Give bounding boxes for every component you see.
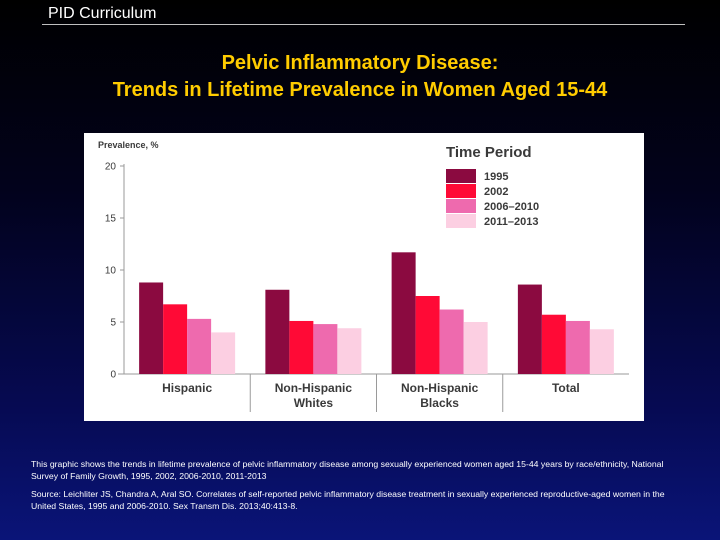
legend-label: 2011–2013 <box>484 216 538 228</box>
chart-panel: Prevalence, % 0 5 10 15 20 Hispanic Non-Hispani… <box>84 133 644 421</box>
legend-label: 2002 <box>484 186 508 198</box>
bar-4-1995 <box>517 284 542 374</box>
bar-4-2011–2013 <box>589 329 614 374</box>
legend-title: Time Period <box>446 144 532 161</box>
legend-swatch <box>446 169 476 183</box>
bar-1-2006–2010 <box>187 318 212 374</box>
bar-3-2006–2010 <box>439 309 464 374</box>
y-tick-label: 0 <box>110 370 116 381</box>
header-label: PID Curriculum <box>48 5 157 22</box>
legend-swatch <box>446 214 476 228</box>
bar-3-1995 <box>391 252 416 374</box>
y-tick-label: 15 <box>105 214 117 225</box>
x-category-label: Blacks <box>420 396 459 410</box>
legend-label: 1995 <box>484 171 508 183</box>
slide-title: Pelvic Inflammatory Disease: Trends in L… <box>0 50 720 104</box>
x-category-label: Total <box>552 381 580 395</box>
bar-2-1995 <box>265 289 290 374</box>
bar-2-2002 <box>289 320 314 374</box>
bar-1-2011–2013 <box>211 332 236 374</box>
bar-4-2006–2010 <box>565 320 590 374</box>
bar-1-1995 <box>139 282 164 374</box>
slide-title-line-2: Trends in Lifetime Prevalence in Women A… <box>112 79 608 101</box>
bar-3-2002 <box>415 296 440 374</box>
bar-chart: Prevalence, % 0 5 10 15 20 Hispanic Non-Hispani… <box>98 140 629 412</box>
header-divider <box>42 24 685 25</box>
bar-3-2011–2013 <box>463 322 488 374</box>
legend-swatch <box>446 184 476 198</box>
y-axis-label: Prevalence, % <box>98 140 159 150</box>
chart-description: This graphic shows the trends in lifetim… <box>31 459 664 481</box>
source-citation: Source: Leichliter JS, Chandra A, Aral S… <box>31 489 665 511</box>
bar-2-2006–2010 <box>313 324 338 374</box>
slide-title-line-1: Pelvic Inflammatory Disease: <box>221 52 499 74</box>
y-tick-label: 5 <box>110 318 116 329</box>
legend-swatch <box>446 199 476 213</box>
bar-2-2011–2013 <box>337 328 362 374</box>
x-category-label: Whites <box>294 396 334 410</box>
x-category-label: Non-Hispanic <box>401 381 479 395</box>
bar-4-2002 <box>541 314 566 374</box>
y-tick-label: 20 <box>105 162 117 173</box>
y-tick-label: 10 <box>105 266 117 277</box>
x-category-label: Non-Hispanic <box>275 381 353 395</box>
legend-label: 2006–2010 <box>484 201 539 213</box>
x-category-label: Hispanic <box>162 381 212 395</box>
bar-1-2002 <box>163 304 188 374</box>
